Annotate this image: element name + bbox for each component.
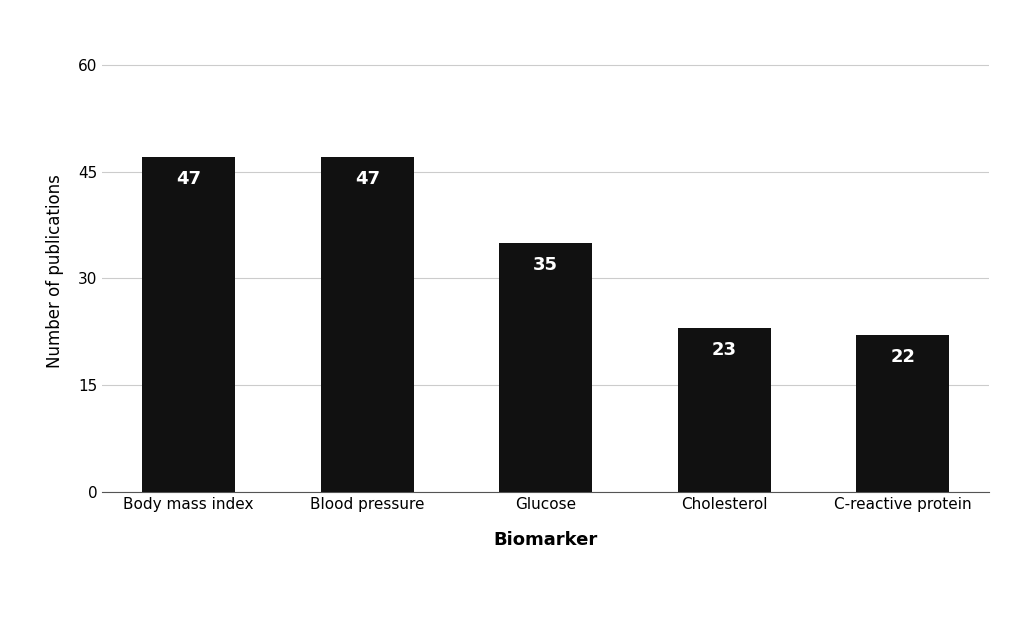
Bar (143, 157, 235, 492)
Bar (499, 243, 591, 492)
Bar (321, 157, 414, 492)
Text: 47: 47 (176, 170, 201, 188)
Text: 47: 47 (355, 170, 379, 188)
Text: 22: 22 (890, 348, 914, 366)
Text: 35: 35 (533, 256, 557, 274)
Bar (677, 328, 769, 492)
Y-axis label: Number of publications: Number of publications (46, 174, 64, 369)
X-axis label: Biomarker: Biomarker (493, 531, 597, 550)
Text: 23: 23 (711, 341, 736, 359)
Bar (855, 336, 948, 492)
